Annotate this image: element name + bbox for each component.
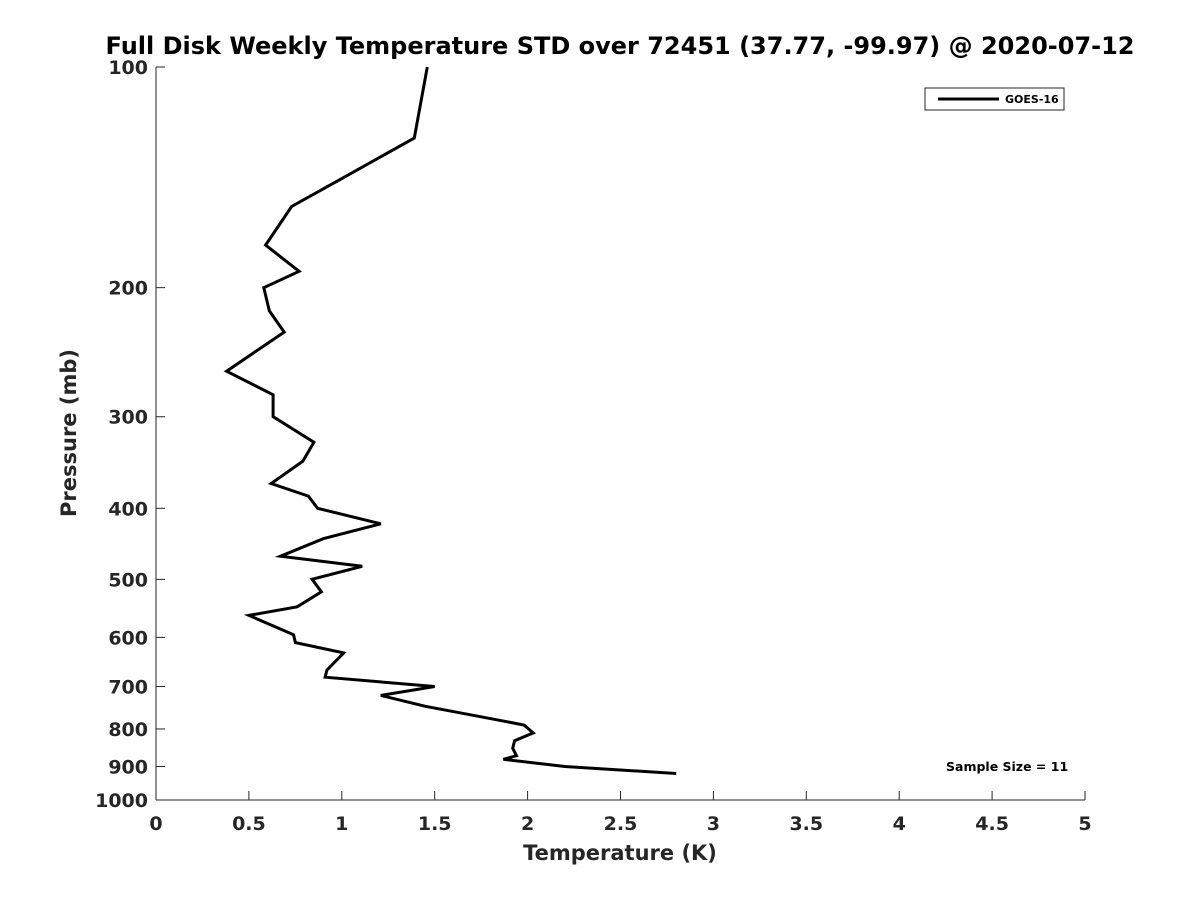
x-tick-label: 0.5 bbox=[232, 813, 266, 835]
y-tick-label: 700 bbox=[108, 676, 148, 698]
x-axis-label: Temperature (K) bbox=[523, 841, 717, 865]
x-axis-ticks: 0 0.5 1 1.5 2 2.5 3 3.5 4 4.5 5 bbox=[149, 791, 1092, 835]
x-tick-label: 2 bbox=[521, 813, 534, 835]
y-tick-label: 600 bbox=[108, 627, 148, 649]
x-tick-label: 5 bbox=[1078, 813, 1091, 835]
y-tick-label: 400 bbox=[108, 498, 148, 520]
legend-label-goes-16: GOES-16 bbox=[1005, 93, 1059, 106]
series-line-goes-16 bbox=[223, 66, 677, 775]
x-tick-label: 4.5 bbox=[975, 813, 1009, 835]
y-tick-label: 1000 bbox=[95, 790, 148, 812]
y-tick-label: 300 bbox=[108, 407, 148, 429]
legend: GOES-16 bbox=[924, 87, 1065, 111]
x-tick-label: 0 bbox=[149, 813, 162, 835]
series-layer bbox=[223, 66, 677, 775]
y-tick-label: 200 bbox=[108, 278, 148, 300]
x-tick-label: 1 bbox=[335, 813, 348, 835]
y-tick-label: 500 bbox=[108, 569, 148, 591]
x-tick-label: 3.5 bbox=[789, 813, 823, 835]
plot-area: 0 0.5 1 1.5 2 2.5 3 3.5 4 4.5 5 100 200 300 400 500 600… bbox=[95, 57, 1092, 835]
y-axis-label: Pressure (mb) bbox=[57, 349, 81, 517]
x-tick-label: 4 bbox=[893, 813, 906, 835]
x-tick-label: 1.5 bbox=[418, 813, 452, 835]
sample-size-annotation: Sample Size = 11 bbox=[946, 759, 1068, 774]
x-tick-label: 2.5 bbox=[604, 813, 638, 835]
y-axis-ticks: 100 200 300 400 500 600 700 800 900 1000 bbox=[95, 57, 165, 812]
y-tick-label: 900 bbox=[108, 756, 148, 778]
y-tick-label: 800 bbox=[108, 719, 148, 741]
x-tick-label: 3 bbox=[707, 813, 720, 835]
chart-title: Full Disk Weekly Temperature STD over 72… bbox=[106, 32, 1135, 60]
y-tick-label: 100 bbox=[108, 57, 148, 79]
